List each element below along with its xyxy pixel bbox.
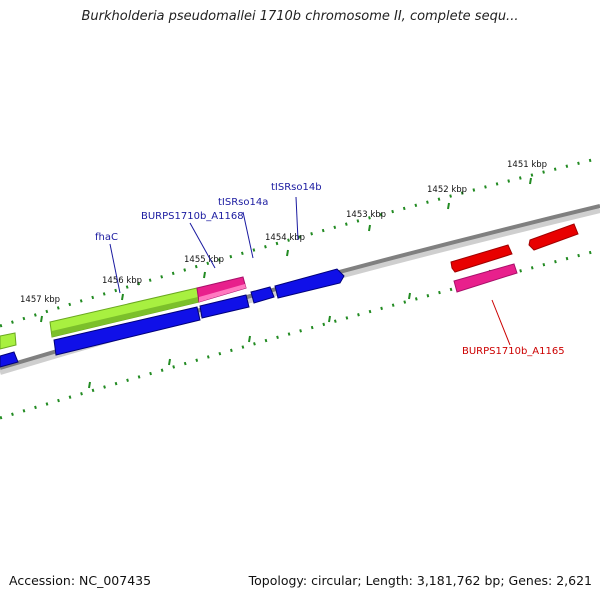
tick-label-1451: 1451 kbp (507, 160, 547, 170)
tick-label-1452: 1452 kbp (427, 185, 467, 195)
gene-tisrso14a[interactable] (250, 286, 275, 304)
gene-burps-a1168-shade (199, 284, 246, 302)
inner-tick-ring (0, 248, 600, 420)
gene-tisrso14b[interactable] (274, 268, 345, 299)
gene-red-1[interactable] (450, 244, 513, 273)
gene-blue-large[interactable] (53, 306, 201, 356)
gene-red-2[interactable] (528, 223, 579, 251)
label-burps-a1168: BURPS1710b_A1168 (141, 211, 244, 222)
outer-tick-ring (0, 156, 600, 328)
gene-burps-a1165[interactable] (453, 263, 518, 293)
accession-text: Accession: NC_007435 (9, 573, 152, 588)
gene-partial-green[interactable] (0, 332, 17, 350)
forward-features (0, 223, 579, 350)
tick-label-1457: 1457 kbp (20, 295, 60, 305)
tick-label-1455: 1455 kbp (184, 255, 224, 265)
tick-label-1453: 1453 kbp (346, 210, 386, 220)
label-burps-a1165: BURPS1710b_A1165 (462, 346, 565, 357)
label-tisrso14b: tISRso14b (271, 182, 322, 193)
label-tisrso14a: tISRso14a (218, 197, 268, 208)
gene-blue-left-partial[interactable] (0, 351, 19, 368)
reverse-features (0, 263, 518, 368)
label-fhac: fhaC (95, 232, 118, 243)
gene-blue-mid[interactable] (199, 294, 250, 319)
map-title: Burkholderia pseudomallei 1710b chromoso… (81, 9, 519, 24)
tick-label-1456: 1456 kbp (102, 276, 142, 286)
gene-fhac-shade (52, 297, 199, 337)
genome-summary: Topology: circular; Length: 3,181,762 bp… (248, 573, 592, 588)
major-ticks (40, 177, 532, 389)
leader-lines (109, 196, 511, 346)
tick-label-1454: 1454 kbp (265, 233, 305, 243)
